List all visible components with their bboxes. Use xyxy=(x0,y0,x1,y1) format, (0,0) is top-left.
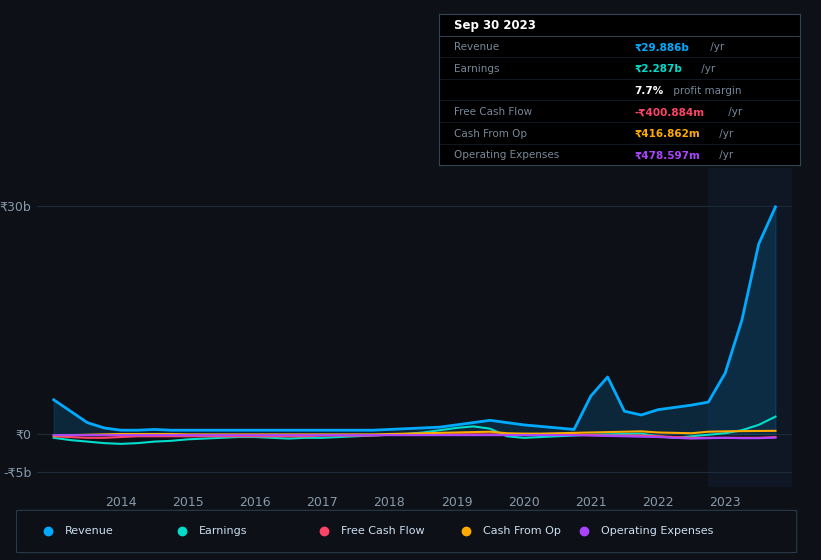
Text: Cash From Op: Cash From Op xyxy=(454,129,527,139)
Text: ₹29.886b: ₹29.886b xyxy=(635,43,689,53)
Text: /yr: /yr xyxy=(716,151,733,161)
Text: Free Cash Flow: Free Cash Flow xyxy=(342,526,424,536)
Text: /yr: /yr xyxy=(707,43,724,53)
Bar xyxy=(709,168,799,487)
Text: Revenue: Revenue xyxy=(454,43,499,53)
Text: /yr: /yr xyxy=(716,129,733,139)
Text: ₹2.287b: ₹2.287b xyxy=(635,64,682,74)
Text: Cash From Op: Cash From Op xyxy=(483,526,561,536)
Text: Free Cash Flow: Free Cash Flow xyxy=(454,108,532,117)
Text: Earnings: Earnings xyxy=(200,526,248,536)
Text: Operating Expenses: Operating Expenses xyxy=(601,526,713,536)
Text: Earnings: Earnings xyxy=(454,64,499,74)
Text: Sep 30 2023: Sep 30 2023 xyxy=(454,20,535,32)
Text: /yr: /yr xyxy=(725,108,742,117)
Text: 7.7%: 7.7% xyxy=(635,86,663,96)
Text: ₹478.597m: ₹478.597m xyxy=(635,151,700,161)
Text: Revenue: Revenue xyxy=(66,526,114,536)
Text: Operating Expenses: Operating Expenses xyxy=(454,151,559,161)
Text: -₹400.884m: -₹400.884m xyxy=(635,108,704,117)
Text: ₹416.862m: ₹416.862m xyxy=(635,129,700,139)
Text: /yr: /yr xyxy=(698,64,715,74)
Text: profit margin: profit margin xyxy=(671,86,742,96)
